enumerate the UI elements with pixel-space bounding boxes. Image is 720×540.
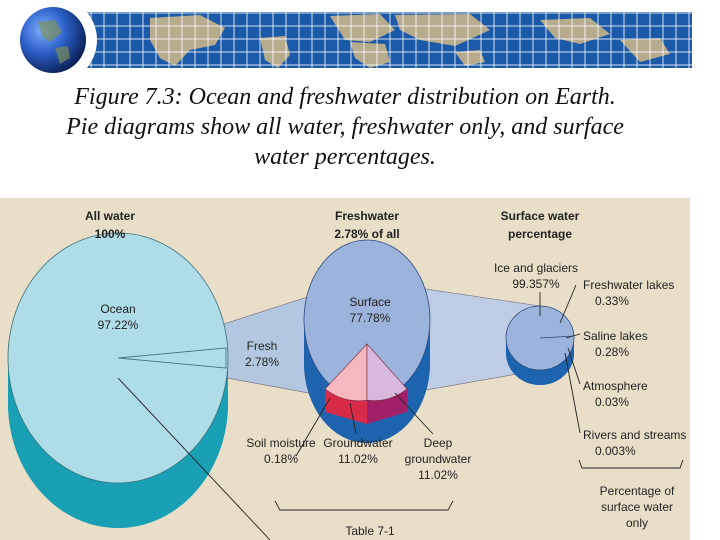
fresh-slice (117, 347, 227, 369)
annotation-line-1: Percentage of (600, 484, 675, 498)
leader-lines (117, 284, 684, 540)
caption-line-2: Pie diagrams show all water, freshwater … (66, 114, 624, 140)
deep-side (367, 389, 407, 424)
atmosphere-value: 0.03% (595, 395, 629, 409)
annotation-line-2: surface water (601, 500, 673, 514)
groundwater-value: 11.02% (338, 452, 378, 466)
surface-label: Surface (349, 295, 391, 309)
chart-headers: All water 100% Freshwater 2.78% of all S… (85, 209, 580, 241)
ocean-label: Ocean (100, 302, 135, 316)
deep-groundwater-label: Deep (424, 436, 453, 450)
slice-labels: Ocean 97.22% Fresh 2.78% Surface 77.78% … (98, 261, 687, 538)
soil-moisture-value: 0.18% (264, 452, 298, 466)
rivers-streams-value: 0.003% (595, 444, 636, 458)
freshwater-lakes-label: Freshwater lakes (583, 278, 674, 292)
fresh-label: Fresh (247, 339, 278, 353)
surface-water-pie (505, 305, 575, 385)
figure-caption: Figure 7.3: Ocean and freshwater distrib… (0, 82, 690, 172)
pie-figure: All water 100% Freshwater 2.78% of all S… (0, 198, 690, 540)
soil-moisture-label: Soil moisture (246, 436, 316, 450)
banner (9, 0, 692, 80)
ice-glaciers-label: Ice and glaciers (494, 261, 578, 275)
table-reference: Table 7-1 (345, 524, 395, 538)
surface-water-title: Surface water (501, 209, 580, 223)
annotation-line-3: only (626, 516, 648, 530)
groundwater-label: Groundwater (323, 436, 392, 450)
freshwater-lakes-value: 0.33% (595, 294, 629, 308)
surface-water-subtitle: percentage (508, 227, 572, 241)
freshwater-pie (303, 239, 431, 443)
surface-value: 77.78% (350, 311, 391, 325)
ocean-value: 97.22% (98, 318, 139, 332)
ice-glaciers-value: 99.357% (512, 277, 560, 291)
groundwater-side (325, 389, 367, 424)
all-water-subtitle: 100% (95, 227, 126, 241)
deep-groundwater-value: 11.02% (418, 468, 458, 482)
all-water-pie (7, 232, 229, 528)
surface-pie-divider (539, 335, 575, 339)
caption-line-3: water percentages. (254, 144, 436, 170)
deep-groundwater-slice (366, 343, 408, 401)
freshwater-title: Freshwater (335, 209, 399, 223)
deep-groundwater-label-2: groundwater (405, 452, 472, 466)
atmosphere-label: Atmosphere (583, 379, 648, 393)
saline-lakes-value: 0.28% (595, 345, 629, 359)
fresh-value: 2.78% (245, 355, 279, 369)
freshwater-subtitle: 2.78% of all (334, 227, 399, 241)
saline-lakes-label: Saline lakes (583, 329, 648, 343)
rivers-streams-label: Rivers and streams (583, 428, 686, 442)
caption-line-1: Figure 7.3: Ocean and freshwater distrib… (74, 84, 616, 110)
all-water-title: All water (85, 209, 135, 223)
